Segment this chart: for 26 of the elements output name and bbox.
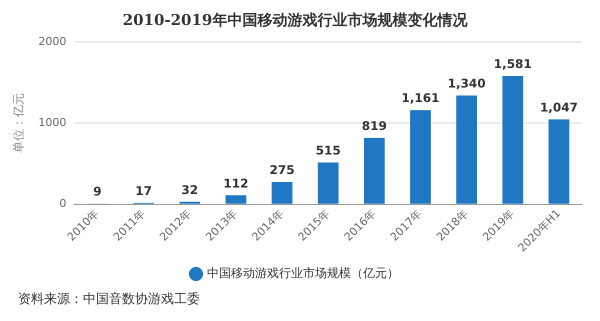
text: 资料来源：中国音数协游戏工委 [17,291,201,308]
chart-title: 2010-2019年中国移动游戏行业市场规模变化情况 [122,10,468,29]
data-label: 112 [223,176,248,190]
data-label: 9 [93,184,102,199]
data-label: 275 [270,163,295,178]
data-label: 515 [316,144,341,158]
y-tick-label: 0 [59,197,66,210]
bar [318,162,339,204]
data-label: 32 [181,182,198,197]
data-label: 1,581 [494,57,532,72]
bar [226,195,246,204]
bar [502,76,524,204]
bar [410,110,431,204]
y-tick-label: 1000 [38,116,66,130]
data-label: 1,340 [448,76,486,91]
legend-label: 中国移动游戏行业市场规模（亿元） [207,266,399,280]
data-label: 1,047 [540,100,578,114]
y-tick-label: 2000 [38,34,66,48]
data-label: 819 [362,118,387,133]
bar [272,182,292,204]
y-axis-title: 单位：亿元 [11,93,26,154]
data-label: 17 [135,184,152,198]
bar [548,119,570,204]
data-label: 1,161 [402,91,440,106]
bar [364,138,385,204]
bar [456,96,478,204]
